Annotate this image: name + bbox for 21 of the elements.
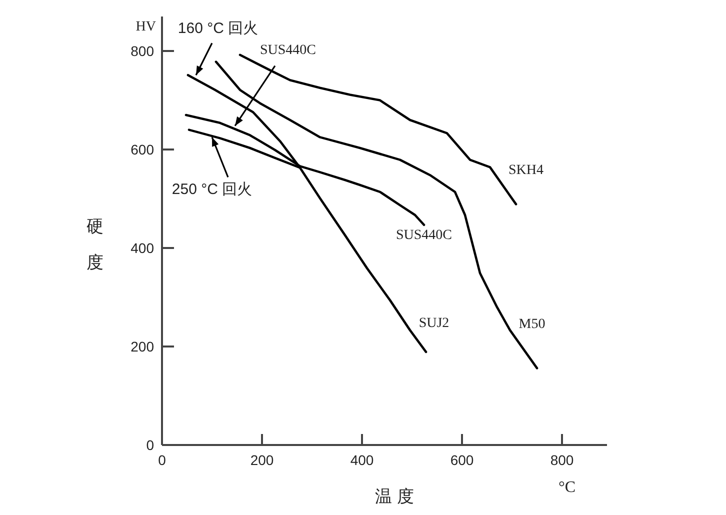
x-tick-label: 800: [550, 452, 574, 468]
y-tick-label: 200: [130, 338, 154, 354]
annotation: 160 °C 回火: [178, 20, 258, 38]
series-label: SUS440C: [396, 228, 452, 243]
annotation: 250 °C 回火: [172, 181, 252, 198]
text: HV: [136, 20, 156, 35]
x-tick-label: 200: [250, 452, 274, 468]
y-axis-title: 硬度: [86, 217, 104, 272]
x-tick-label: 600: [450, 452, 474, 468]
y-tick-label: 800: [130, 43, 154, 59]
series-label: M50: [518, 317, 546, 332]
x-tick-label: 0: [158, 452, 166, 468]
y-tick-label: 400: [130, 240, 154, 256]
x-tick-label: 400: [350, 452, 374, 468]
series-label: SKH4: [508, 163, 544, 178]
text: °C: [558, 479, 576, 496]
annotation: SUS440C: [260, 42, 316, 58]
y-tick-label: 600: [130, 142, 154, 158]
x-axis-title: 温 度: [375, 487, 414, 506]
series-label: SUJ2: [418, 316, 450, 331]
y-tick-label: 0: [146, 437, 154, 453]
